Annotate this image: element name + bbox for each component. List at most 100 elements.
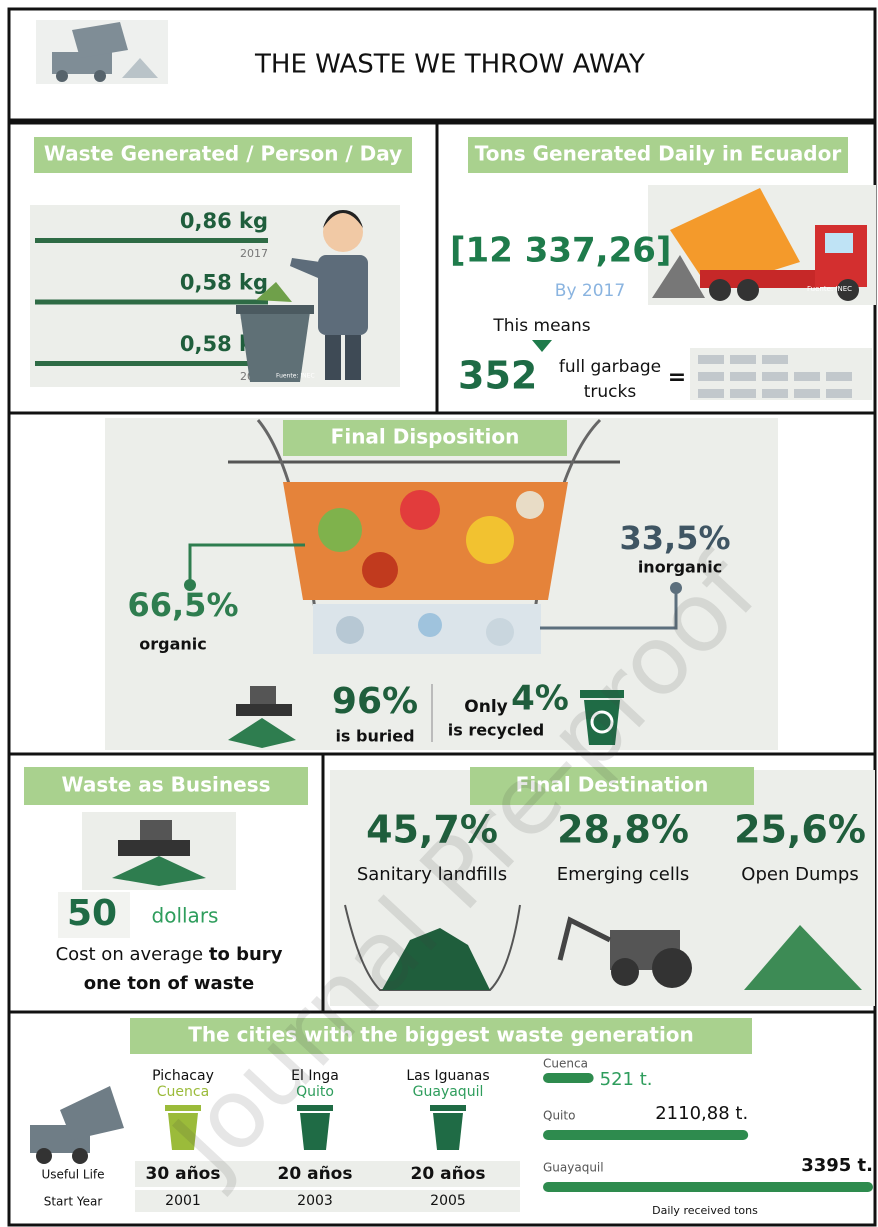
text: one ton of waste xyxy=(84,973,254,994)
truck-icon xyxy=(30,1086,124,1164)
unit: dollars xyxy=(152,904,219,928)
text: inorganic xyxy=(638,558,722,577)
bar xyxy=(543,1182,873,1192)
row-band xyxy=(135,1161,520,1187)
truck-icon xyxy=(794,389,820,398)
truck-icon xyxy=(698,355,724,364)
text: This means xyxy=(492,316,590,336)
section-title-bar xyxy=(34,137,412,173)
text: is buried xyxy=(335,727,414,746)
bar xyxy=(543,1073,594,1083)
section-title-bar xyxy=(468,137,848,173)
divider-line xyxy=(35,238,268,243)
useful-life: 20 años xyxy=(411,1164,486,1184)
text: to bury xyxy=(209,944,283,965)
section-title: Final Destination xyxy=(516,773,709,797)
bar-value-label: 3395 t. xyxy=(801,1155,873,1176)
truck-icon xyxy=(698,372,724,381)
site-city: Quito xyxy=(296,1084,334,1100)
bar-category: Cuenca xyxy=(543,1057,588,1071)
section-title-bar xyxy=(24,767,308,805)
row-label: Start Year xyxy=(44,1195,103,1209)
source: Fuente: INEC xyxy=(276,373,315,380)
bar xyxy=(543,1130,749,1140)
bar-category: Guayaquil xyxy=(543,1161,604,1175)
city-bars: Cuenca 521 t. Quito 2110,88 t. Guayaquil 3395… xyxy=(543,1057,873,1192)
text: Only xyxy=(464,697,507,717)
text: Cost on average xyxy=(56,944,204,965)
roller-icon xyxy=(228,686,296,748)
amount: 50 xyxy=(67,893,117,934)
section-title: Waste as Business xyxy=(61,773,270,797)
destination-label: Sanitary landfills xyxy=(357,864,507,885)
equals: = xyxy=(668,365,686,390)
page-title: THE WASTE WE THROW AWAY xyxy=(254,50,645,80)
section-title: Tons Generated Daily in Ecuador xyxy=(475,142,842,166)
destination-icons xyxy=(344,904,862,991)
truck-icon xyxy=(762,355,788,364)
text: is recycled xyxy=(448,721,545,740)
person-illustration xyxy=(236,210,368,382)
truck-icon xyxy=(762,372,788,381)
section-title: Final Disposition xyxy=(331,425,520,449)
truck-icons xyxy=(698,355,852,398)
destination-pct: 28,8% xyxy=(557,808,689,852)
header-frame xyxy=(7,7,877,122)
caption: Daily received tons xyxy=(652,1204,758,1217)
recycle-bin xyxy=(580,690,624,745)
recycled-pct: 4% xyxy=(511,679,569,719)
truck-icon xyxy=(730,389,756,398)
divider-line xyxy=(35,299,268,305)
truck-icon xyxy=(730,372,756,381)
text: full garbage xyxy=(559,357,661,377)
bar-value-label: 2110,88 t. xyxy=(655,1103,748,1124)
frame xyxy=(7,1010,877,1227)
row-label: Useful Life xyxy=(41,1168,104,1182)
destination-pct: 25,6% xyxy=(734,808,866,852)
inorganic-pct: 33,5% xyxy=(619,519,730,557)
organic-pct: 66,5% xyxy=(127,586,238,624)
truck-icon xyxy=(52,22,158,82)
bar-value-label: 521 t. xyxy=(600,1069,653,1090)
site-name: Las Iguanas xyxy=(406,1068,489,1084)
bin xyxy=(300,1113,330,1150)
trucks-value: 352 xyxy=(458,354,537,398)
useful-life: 20 años xyxy=(278,1164,353,1184)
truck-icon xyxy=(826,372,852,381)
dump-truck xyxy=(652,188,867,301)
bin-lid xyxy=(165,1105,201,1111)
section-title: Waste Generated / Person / Day xyxy=(44,142,402,166)
panel xyxy=(58,892,130,938)
year: 2017 xyxy=(240,247,268,260)
truck-icon xyxy=(762,389,788,398)
section-title: The cities with the biggest waste genera… xyxy=(188,1023,694,1047)
site-city: Cuenca xyxy=(157,1084,209,1100)
text: organic xyxy=(139,635,207,654)
row-band xyxy=(135,1190,520,1212)
tons-year: By 2017 xyxy=(555,281,625,301)
divider-line xyxy=(35,361,268,366)
value: 0,58 kg xyxy=(180,271,268,295)
start-year: 2003 xyxy=(297,1193,333,1209)
bin xyxy=(168,1113,198,1150)
bar-category: Quito xyxy=(543,1109,575,1123)
arrow xyxy=(532,340,552,352)
start-year: 2001 xyxy=(165,1193,201,1209)
text: Cost on average to bury xyxy=(56,944,283,965)
site-city: Guayaquil xyxy=(413,1084,484,1100)
destination-label: Open Dumps xyxy=(741,864,858,885)
truck-icon xyxy=(826,389,852,398)
bin-lid xyxy=(297,1105,333,1111)
basket xyxy=(184,418,682,654)
source: Fuente: INEC xyxy=(807,285,852,293)
destinations: 45,7% Sanitary landfills 28,8% Emerging cel… xyxy=(357,808,866,886)
destination-label: Emerging cells xyxy=(557,864,689,885)
truck-icon xyxy=(698,389,724,398)
useful-life: 30 años xyxy=(146,1164,221,1184)
section-title-bar xyxy=(470,767,754,805)
destination-pct: 45,7% xyxy=(366,808,498,852)
truck-icon xyxy=(730,355,756,364)
text: trucks xyxy=(584,382,637,402)
